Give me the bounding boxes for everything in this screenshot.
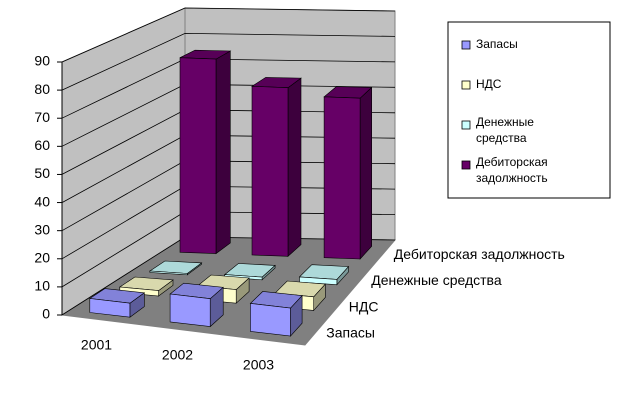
bar-front [323, 96, 361, 260]
bar-front [179, 57, 217, 254]
bar-front [149, 270, 188, 276]
depth-tick-label: Дебиторская задолжность [394, 246, 565, 262]
bar-side [287, 77, 302, 257]
y-tick-label: 80 [34, 81, 50, 97]
legend-swatch [461, 40, 471, 50]
depth-tick-label: НДС [349, 298, 379, 314]
plot-area: 0 10 20 30 40 50 60 70 80 90 2001 2002 2003 Запасы НДС… [34, 7, 565, 373]
bar [223, 263, 276, 281]
x-tick-label: 2003 [243, 357, 274, 373]
x-tick-label: 2001 [81, 337, 112, 353]
y-tick-label: 30 [34, 221, 50, 237]
bar [148, 260, 203, 276]
legend: Запасы НДС Денежные средства Дебиторская задо… [461, 37, 548, 185]
bar-front [169, 293, 211, 327]
y-tick-label: 50 [34, 165, 50, 181]
bar [249, 291, 303, 337]
y-tick-label: 60 [34, 137, 50, 153]
legend-label: Запасы [476, 37, 518, 51]
bar-side [359, 86, 373, 260]
bar [118, 276, 174, 297]
bar-front [119, 286, 159, 297]
bar [251, 77, 302, 257]
depth-tick-label: Денежные средства [371, 272, 502, 288]
bar [179, 49, 232, 255]
y-tick-label: 40 [34, 193, 50, 209]
grid-line [61, 32, 396, 91]
y-tick-label: 10 [34, 278, 50, 294]
bar-front [251, 85, 289, 257]
y-tick-label: 20 [34, 249, 50, 265]
y-tick-label: 90 [34, 53, 50, 69]
legend-label: Дебиторская задолжность [476, 155, 548, 185]
bar [169, 282, 224, 328]
bar-front [224, 274, 263, 281]
bar-side [215, 50, 231, 255]
bar-front [250, 303, 291, 337]
bar-front [89, 298, 131, 318]
legend-swatch [461, 80, 471, 90]
legend-box [447, 21, 611, 199]
x-tick-label: 2002 [162, 347, 193, 363]
legend-swatch [461, 120, 471, 130]
legend-label: Денежные средства [476, 115, 534, 145]
depth-tick-label: Запасы [326, 325, 375, 341]
bar [88, 288, 146, 318]
y-tick-label: 0 [42, 306, 50, 322]
bar [323, 86, 373, 260]
legend-swatch [461, 160, 471, 170]
y-tick-label: 70 [34, 109, 50, 125]
legend-label: НДС [476, 77, 502, 91]
grid-line [61, 7, 396, 63]
